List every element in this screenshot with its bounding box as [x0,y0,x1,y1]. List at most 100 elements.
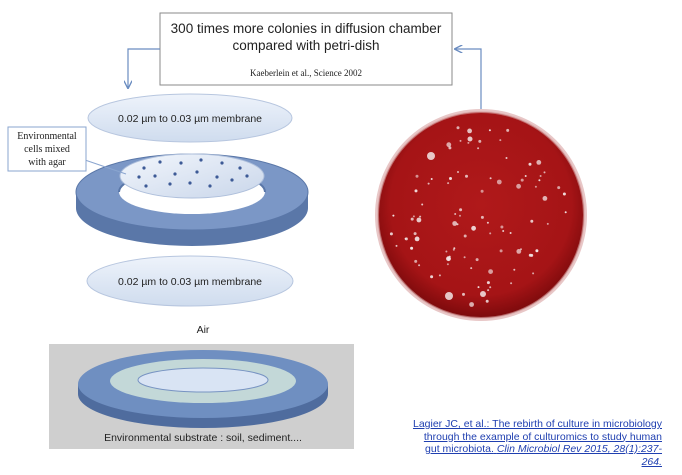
colony [430,178,433,180]
colony [419,215,422,218]
colony [500,225,504,229]
bacterial-colonies [389,126,567,307]
title-box: 300 times more colonies in diffusion cha… [159,12,453,86]
colony [557,186,561,190]
colony [502,230,505,232]
colony [459,208,463,212]
colony [452,221,458,226]
top-membrane-label: 0.02 µm to 0.03 µm membrane [118,113,262,125]
colony [465,174,468,178]
colony [509,232,512,234]
colony [459,214,461,217]
colony [459,139,462,142]
colony [412,215,415,218]
colony [430,275,434,279]
colony [469,302,474,307]
colony [562,192,566,196]
colony [489,286,492,289]
colony [477,286,480,289]
colony [516,249,522,254]
colony [414,189,418,193]
colony [445,292,453,300]
colony [485,299,489,303]
colony [480,291,486,297]
agar-disc [119,153,265,199]
colony [448,255,451,258]
colony [413,232,417,236]
colony [438,274,441,277]
citation-journal: Clin Microbiol Rev 2015, 28(1):237-264. [496,443,662,468]
colony [447,182,450,185]
colony [389,232,393,236]
air-label: Air [197,324,210,336]
colony [415,174,419,178]
callout-line-3: with agar [28,157,66,168]
colony [448,146,452,150]
colony [446,142,452,148]
colony [480,189,484,193]
citation-text: Lagier JC, et al.: The rebirth of cultur… [412,418,662,455]
cells-callout: Environmental cells mixed with agar [7,126,127,175]
colony [463,234,467,238]
colony [520,248,522,251]
colony [421,203,424,206]
colony [475,258,479,262]
colony [470,267,473,270]
colony [478,139,482,143]
colony [418,264,421,267]
bottom-membrane-label: 0.02 µm to 0.03 µm membrane [118,276,262,288]
colony [499,139,502,142]
colony [538,179,541,182]
petri-dish [375,109,587,321]
arrow-to-petri [455,49,482,112]
substrate-panel: Environmental substrate : soil, sediment… [49,344,354,449]
colony [416,217,422,223]
title-line-2: compared with petri-dish [232,38,379,53]
colony [447,257,450,260]
colony [471,225,476,231]
colony [454,213,457,215]
colony [530,219,534,223]
colony [414,236,420,242]
colony [505,157,508,159]
colony [486,221,489,224]
colony [532,272,535,275]
colony [410,246,414,250]
colony [457,171,459,173]
colony [456,126,460,130]
colony [516,183,521,189]
colony [520,178,524,182]
colony [496,179,502,185]
colony [463,256,466,259]
colony [487,289,490,292]
title-line-1: 300 times more colonies in diffusion cha… [171,21,442,36]
colony [480,215,484,219]
callout-line-1: Environmental [17,131,77,142]
colony [513,268,516,271]
colony [543,171,546,174]
colony [488,129,491,132]
colony [539,175,542,177]
colony [499,249,503,253]
callout-line-2: cells mixed [24,144,70,155]
colony [467,141,470,144]
colony [404,237,408,241]
colony [449,177,452,180]
colony [546,222,549,225]
colony [467,128,472,134]
citation-link[interactable]: Lagier JC, et al.: The rebirth of cultur… [408,418,662,468]
colony [414,259,418,263]
colony [445,250,448,253]
colony [530,253,534,257]
colony [564,211,567,214]
bottom-membrane: 0.02 µm to 0.03 µm membrane [86,255,294,307]
substrate-label: Environmental substrate : soil, sediment… [104,432,302,444]
colony [535,249,539,253]
colony [427,182,430,185]
colony [427,152,435,160]
colony [536,160,542,165]
colony [486,281,490,285]
colony [395,244,398,247]
colony [534,185,537,188]
